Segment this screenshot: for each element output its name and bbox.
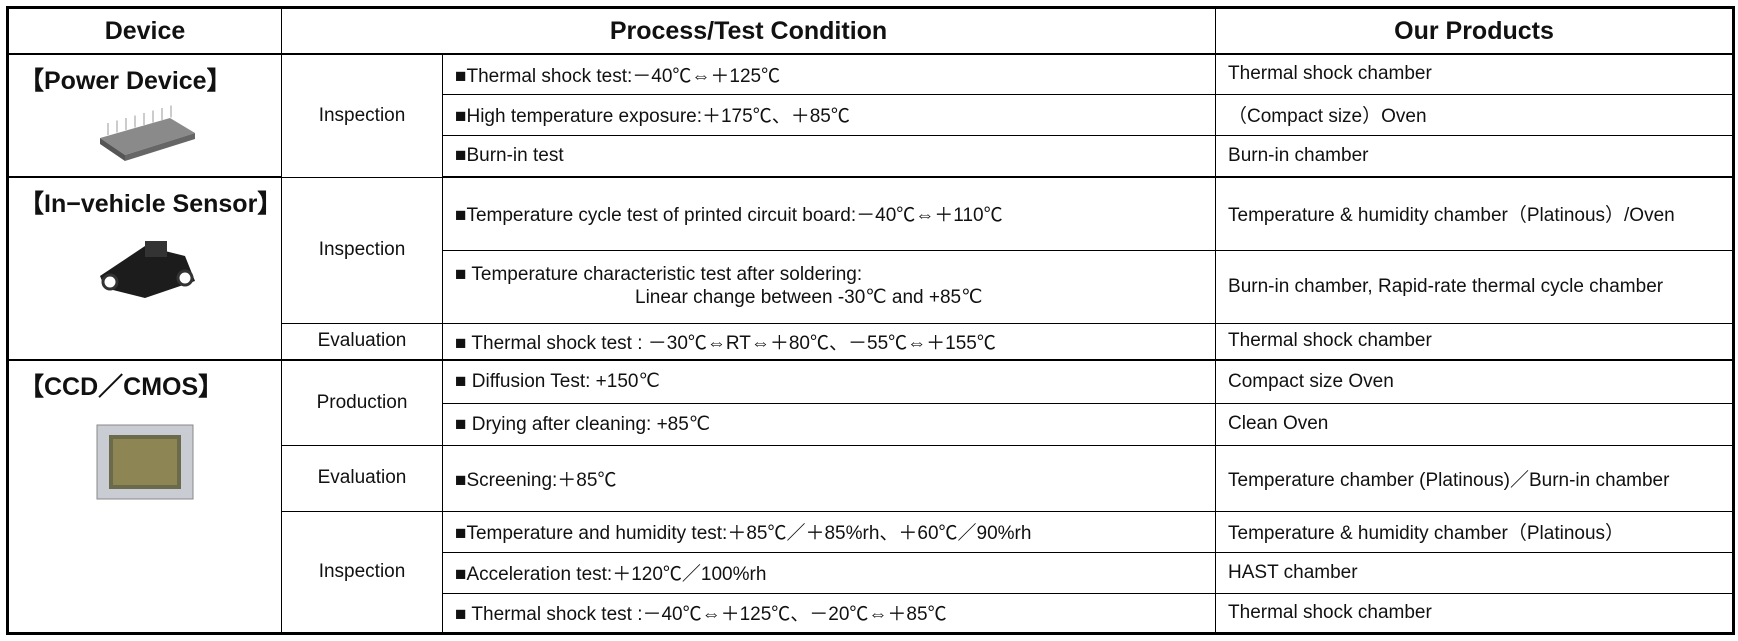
test-table: Device Process/Test Condition Our Produc… [6, 6, 1736, 635]
stage-cell: Production [281, 359, 443, 446]
condition-line: ■ Thermal shock test :－40℃⇔＋125℃、－20℃⇔＋8… [455, 604, 947, 625]
table-row: ■ Drying after cleaning: +85℃ Clean Oven [8, 402, 1735, 446]
device-name: 【CCD／CMOS】 [19, 373, 224, 401]
header-cell: Our Products [1215, 7, 1735, 55]
condition-cell: ■ Thermal shock test :－40℃⇔＋125℃、－20℃⇔＋8… [441, 592, 1217, 634]
table-row: ■Burn-in test Burn-in chamber [8, 134, 1735, 178]
condition-line: ■ Thermal shock test : －30℃⇔RT⇔＋80℃、－55℃… [455, 332, 996, 354]
device-name: 【In−vehicle Sensor】 [19, 190, 283, 218]
table-row: 【CCD／CMOS】 Production ■ Diffusion Test: +1… [7, 359, 1735, 634]
condition-cell: ■Acceleration test:＋120℃／100%rh [441, 551, 1217, 594]
condition-line: ■ Temperature characteristic test after … [455, 264, 863, 285]
product-cell: Thermal shock chamber [1215, 322, 1735, 361]
stage-cell: Evaluation [281, 322, 443, 361]
product-cell: Burn-in chamber [1215, 134, 1735, 178]
table-row: Evaluation ■ Thermal shock test : －30℃⇔RT… [8, 322, 1735, 361]
condition-line: ■Thermal shock test:－40℃⇔＋125℃ [455, 65, 781, 87]
table-row: ■Acceleration test:＋120℃／100%rh HAST cham… [8, 551, 1735, 594]
table-row: 【Power Device】 Inspection ■Thermal shock t… [7, 53, 1735, 178]
condition-cell: ■High temperature exposure:＋175℃、＋85℃ [441, 93, 1217, 136]
device-name: 【Power Device】 [19, 67, 232, 95]
stage-cell: Inspection [281, 53, 443, 178]
product-cell: Temperature & humidity chamber（Platinous… [1215, 176, 1735, 251]
product-cell: Temperature chamber (Platinous)／Burn-in … [1215, 444, 1735, 512]
device-cell: 【CCD／CMOS】 [7, 359, 282, 634]
condition-cell: ■ Diffusion Test: +150℃ [441, 359, 1217, 404]
table-row: ■ Thermal shock test :－40℃⇔＋125℃、－20℃⇔＋8… [8, 592, 1735, 634]
product-cell: Compact size Oven [1215, 359, 1735, 404]
product-cell: （Compact size）Oven [1215, 93, 1735, 136]
condition-cell: ■ Thermal shock test : －30℃⇔RT⇔＋80℃、－55℃… [441, 322, 1217, 361]
header-cell: Process/Test Condition [280, 7, 1217, 55]
condition-line: ■Acceleration test:＋120℃／100%rh [455, 564, 767, 585]
header-row: Device Process/Test Condition Our Produc… [7, 7, 1735, 55]
condition-line: Linear change between -30℃ and +85℃ [635, 287, 983, 308]
product-cell: Thermal shock chamber [1215, 53, 1735, 95]
condition-line: ■Temperature cycle test of printed circu… [455, 205, 1003, 227]
condition-line: ■ Drying after cleaning: +85℃ [455, 413, 711, 435]
condition-line: ■High temperature exposure:＋175℃、＋85℃ [455, 106, 850, 127]
condition-line: ■Temperature and humidity test:＋85℃／＋85%… [455, 523, 1032, 544]
condition-cell: ■ Temperature characteristic test after … [441, 249, 1217, 324]
table-row: 【In−vehicle Sensor】 Inspection ■Temperatur… [7, 176, 1735, 361]
condition-line: ■Burn-in test [455, 144, 564, 166]
product-cell: HAST chamber [1215, 551, 1735, 594]
device-cell: 【In−vehicle Sensor】 [7, 176, 283, 361]
table-row: ■ Temperature characteristic test after … [8, 249, 1735, 324]
device-image [100, 105, 195, 161]
header-cell: Device [7, 7, 282, 55]
condition-cell: ■Temperature and humidity test:＋85℃／＋85%… [441, 510, 1217, 553]
product-cell: Thermal shock chamber [1215, 592, 1735, 634]
condition-line: ■Screening:＋85℃ [455, 469, 617, 491]
stage-cell: Inspection [281, 176, 443, 324]
table-row: ■High temperature exposure:＋175℃、＋85℃ （Co… [8, 93, 1735, 136]
condition-cell: ■ Drying after cleaning: +85℃ [441, 402, 1217, 446]
device-image [96, 424, 194, 500]
table-body: 【Power Device】 Inspection ■Thermal shock t… [7, 53, 1735, 634]
condition-line: ■ Diffusion Test: +150℃ [455, 371, 660, 393]
product-cell: Burn-in chamber, Rapid-rate thermal cycl… [1215, 249, 1735, 324]
product-cell: Temperature & humidity chamber（Platinous… [1215, 510, 1735, 553]
device-cell: 【Power Device】 [7, 53, 282, 178]
product-cell: Clean Oven [1215, 402, 1735, 446]
condition-cell: ■Thermal shock test:－40℃⇔＋125℃ [441, 53, 1217, 95]
stage-cell: Evaluation [281, 444, 443, 512]
condition-cell: ■Screening:＋85℃ [441, 444, 1217, 512]
stage-cell: Inspection [281, 510, 443, 634]
condition-cell: ■Burn-in test [441, 134, 1217, 178]
device-image [100, 241, 195, 298]
table-row: Inspection ■Temperature and humidity test… [8, 510, 1735, 634]
condition-cell: ■Temperature cycle test of printed circu… [441, 176, 1217, 251]
table-row: Evaluation ■Screening:＋85℃ Temperature cha… [8, 444, 1735, 512]
